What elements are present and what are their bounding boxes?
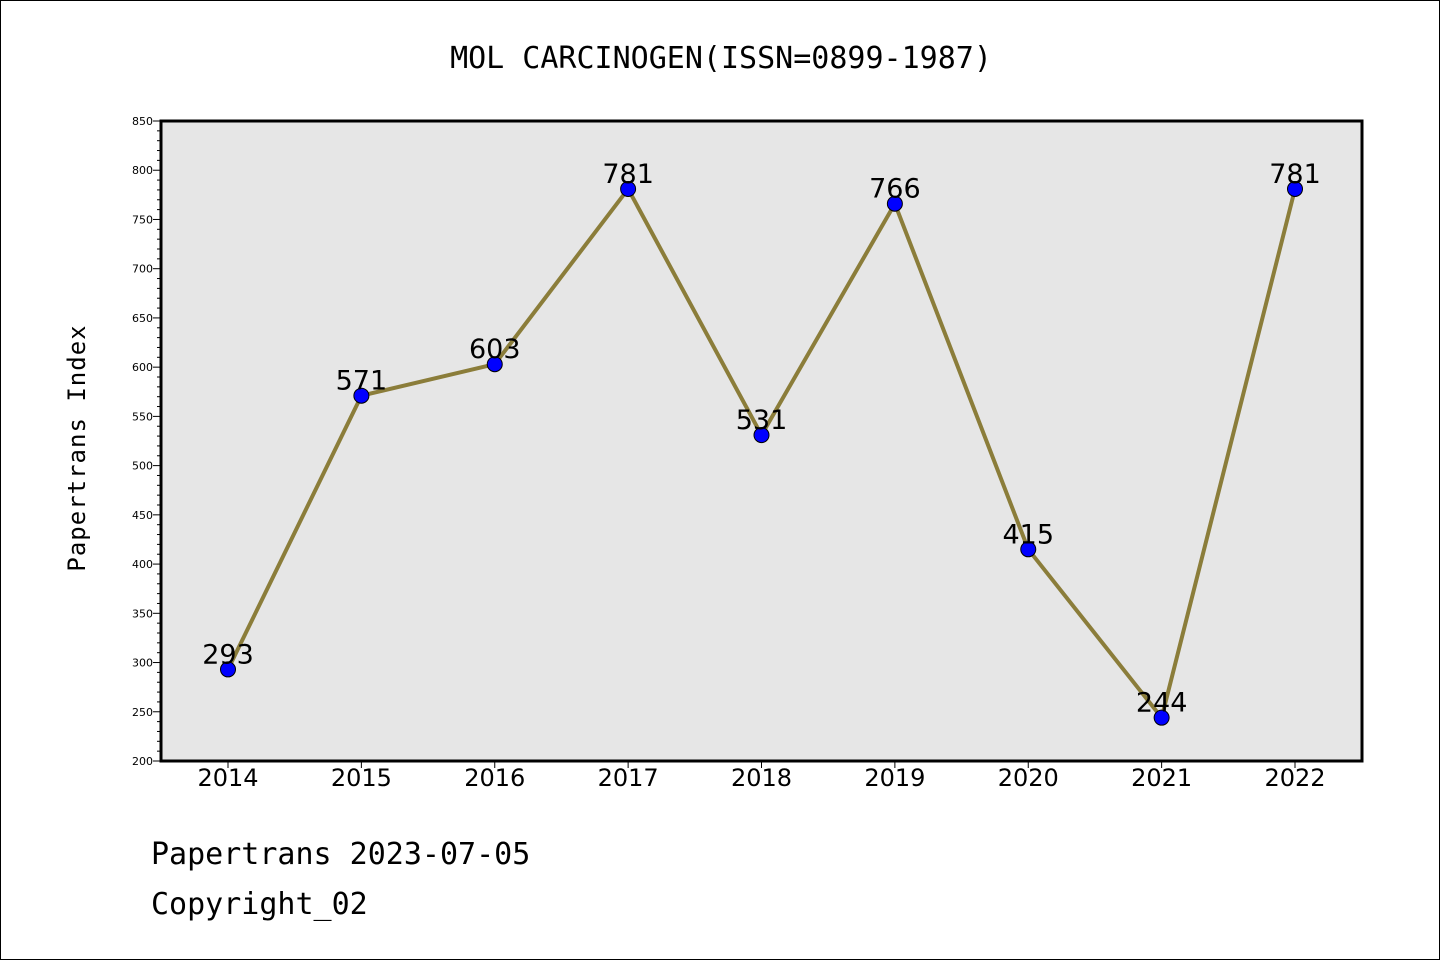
data-point (753, 427, 770, 444)
x-axis: 2014 2015 2016 2017 2018 2019 2020 2021 2022 (197, 761, 1326, 792)
y-tick-label: 500 (132, 460, 153, 473)
y-tick-label: 850 (132, 115, 153, 128)
data-point (886, 195, 903, 212)
data-label: 293 (202, 639, 254, 670)
y-tick-label: 200 (132, 755, 153, 768)
data-label: 571 (336, 366, 388, 397)
data-label: 781 (602, 159, 654, 190)
x-tick-label: 2017 (598, 764, 659, 792)
x-tick-label: 2018 (731, 764, 792, 792)
x-tick-label: 2019 (864, 764, 925, 792)
y-axis: 200 250 300 350 400 450 500 550 600 650 700 750 800 8… (132, 115, 161, 768)
y-tick-label: 550 (132, 410, 153, 423)
x-tick-label: 2022 (1264, 764, 1325, 792)
data-point (1020, 541, 1037, 558)
data-label: 781 (1269, 159, 1321, 190)
data-label: 415 (1002, 519, 1054, 550)
data-label: 531 (736, 405, 788, 436)
data-label: 603 (469, 334, 521, 365)
y-tick-label: 400 (132, 558, 153, 571)
y-tick-label: 300 (132, 657, 153, 670)
data-point (486, 356, 503, 373)
y-tick-label: 750 (132, 213, 153, 226)
data-point (1287, 180, 1303, 197)
data-point (220, 661, 236, 678)
x-tick-label: 2014 (197, 764, 258, 792)
y-tick-label: 350 (132, 607, 153, 620)
y-tick-label: 250 (132, 706, 153, 719)
data-point (620, 180, 637, 197)
data-label: 244 (1136, 688, 1188, 719)
x-tick-label: 2020 (998, 764, 1059, 792)
data-labels: 293 571 603 781 531 766 415 244 781 (202, 159, 1321, 719)
chart-title: MOL CARCINOGEN(ISSN=0899-1987) (450, 41, 992, 76)
y-tick-label: 800 (132, 164, 153, 177)
y-tick-label: 650 (132, 312, 153, 325)
data-point (1153, 709, 1170, 726)
y-tick-label: 600 (132, 361, 153, 374)
footer-date-text: Papertrans 2023-07-05 (151, 837, 531, 872)
x-tick-label: 2015 (331, 764, 392, 792)
y-axis-label: Papertrans Index (63, 324, 91, 571)
series-papertrans-index (220, 180, 1303, 726)
data-point (353, 387, 370, 404)
y-tick-label: 700 (132, 263, 153, 276)
x-tick-label: 2021 (1131, 764, 1192, 792)
footer-copyright-text: Copyright_02 (151, 887, 368, 922)
data-label: 766 (869, 174, 921, 205)
y-tick-label: 450 (132, 509, 153, 522)
x-tick-label: 2016 (464, 764, 525, 792)
